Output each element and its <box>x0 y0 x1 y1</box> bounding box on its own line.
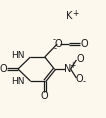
Text: -: - <box>53 36 56 44</box>
Text: +: + <box>72 8 79 17</box>
Text: -: - <box>82 78 86 86</box>
Text: O: O <box>54 39 62 49</box>
Text: O: O <box>75 74 83 84</box>
Text: O: O <box>80 39 88 49</box>
Text: N: N <box>64 64 71 74</box>
Text: -: - <box>53 44 56 53</box>
Text: HN: HN <box>11 78 25 86</box>
Text: O: O <box>76 54 84 64</box>
Text: K: K <box>66 11 73 21</box>
Text: O: O <box>41 91 49 101</box>
Text: HN: HN <box>11 51 25 61</box>
Text: +: + <box>69 61 76 70</box>
Text: O: O <box>0 64 7 74</box>
